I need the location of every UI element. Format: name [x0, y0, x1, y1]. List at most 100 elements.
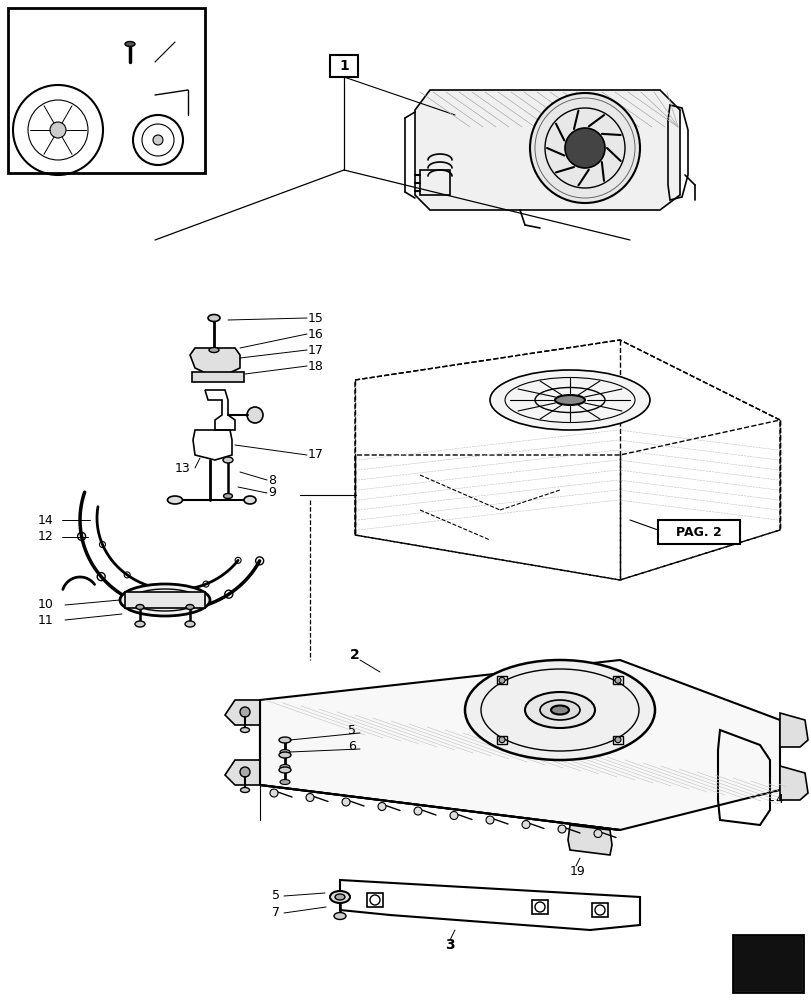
Bar	[329, 55, 358, 77]
Text: PAG. 2: PAG. 2	[676, 526, 721, 538]
Ellipse shape	[240, 787, 249, 792]
Circle shape	[499, 677, 504, 683]
Text: 8: 8	[268, 474, 276, 487]
Circle shape	[240, 707, 250, 717]
Text: 16: 16	[307, 328, 324, 340]
Bar	[191, 372, 243, 382]
Ellipse shape	[525, 692, 594, 728]
Circle shape	[486, 816, 493, 824]
Ellipse shape	[279, 737, 290, 743]
Text: 5: 5	[348, 724, 355, 736]
Bar	[496, 676, 506, 684]
Text: 7: 7	[272, 906, 280, 919]
Ellipse shape	[554, 395, 584, 405]
Bar	[612, 676, 622, 684]
Polygon shape	[573, 710, 633, 740]
Ellipse shape	[280, 764, 290, 770]
Text: 18: 18	[307, 360, 324, 372]
Text: 14: 14	[38, 514, 54, 526]
Bar	[496, 736, 506, 744]
Ellipse shape	[280, 750, 290, 754]
Circle shape	[341, 798, 350, 806]
Circle shape	[564, 128, 604, 168]
Ellipse shape	[185, 621, 195, 627]
Text: 2: 2	[350, 648, 359, 662]
Circle shape	[594, 829, 601, 837]
Circle shape	[557, 825, 565, 833]
Polygon shape	[414, 90, 679, 210]
Circle shape	[240, 767, 250, 777]
Text: 3: 3	[444, 938, 454, 952]
Ellipse shape	[335, 894, 345, 900]
Text: 10: 10	[38, 598, 54, 611]
Polygon shape	[225, 700, 260, 725]
Ellipse shape	[465, 660, 654, 760]
Polygon shape	[779, 713, 807, 747]
Ellipse shape	[223, 457, 233, 463]
Circle shape	[50, 122, 66, 138]
Bar	[657, 520, 739, 544]
Circle shape	[499, 737, 504, 743]
Ellipse shape	[329, 891, 350, 903]
Ellipse shape	[120, 584, 210, 616]
Polygon shape	[779, 766, 807, 800]
Ellipse shape	[125, 42, 135, 47]
Circle shape	[614, 737, 620, 743]
Ellipse shape	[539, 700, 579, 720]
Text: 17: 17	[307, 448, 324, 462]
Ellipse shape	[135, 604, 144, 609]
Polygon shape	[568, 825, 611, 855]
Bar	[8, 8, 204, 173]
Ellipse shape	[243, 496, 255, 504]
Circle shape	[449, 811, 457, 819]
Circle shape	[152, 135, 163, 145]
Text: 1: 1	[339, 59, 349, 73]
Circle shape	[521, 820, 530, 828]
Bar	[125, 592, 204, 608]
Polygon shape	[88, 62, 148, 80]
Ellipse shape	[167, 496, 182, 504]
Ellipse shape	[240, 728, 249, 732]
Polygon shape	[487, 680, 546, 710]
Circle shape	[306, 793, 314, 801]
Ellipse shape	[279, 767, 290, 773]
Text: 19: 19	[569, 865, 585, 878]
Ellipse shape	[489, 370, 649, 430]
Text: 5: 5	[272, 889, 280, 902]
Text: 17: 17	[307, 344, 324, 357]
Bar	[367, 893, 383, 907]
Bar	[612, 736, 622, 744]
Ellipse shape	[279, 752, 290, 758]
Bar	[591, 903, 607, 917]
Ellipse shape	[280, 779, 290, 784]
Polygon shape	[560, 672, 616, 703]
Bar	[419, 170, 449, 195]
Ellipse shape	[208, 314, 220, 322]
Circle shape	[378, 802, 385, 810]
Circle shape	[270, 789, 277, 797]
Polygon shape	[260, 660, 779, 830]
Ellipse shape	[333, 912, 345, 919]
Ellipse shape	[551, 706, 569, 714]
Bar	[732, 935, 802, 992]
Ellipse shape	[186, 604, 194, 609]
Circle shape	[247, 407, 263, 423]
Circle shape	[614, 677, 620, 683]
Text: 4: 4	[774, 793, 782, 806]
Bar	[531, 900, 547, 914]
Text: 13: 13	[175, 462, 191, 475]
Text: 12: 12	[38, 530, 54, 544]
Polygon shape	[741, 940, 799, 986]
Ellipse shape	[223, 493, 232, 498]
Polygon shape	[190, 348, 240, 375]
Circle shape	[530, 93, 639, 203]
Ellipse shape	[135, 621, 145, 627]
Circle shape	[414, 807, 422, 815]
Bar	[733, 936, 801, 991]
Text: 9: 9	[268, 487, 276, 499]
Text: 11: 11	[38, 613, 54, 626]
Ellipse shape	[208, 348, 219, 353]
Text: 6: 6	[348, 740, 355, 752]
Polygon shape	[502, 717, 560, 748]
Polygon shape	[225, 760, 260, 785]
